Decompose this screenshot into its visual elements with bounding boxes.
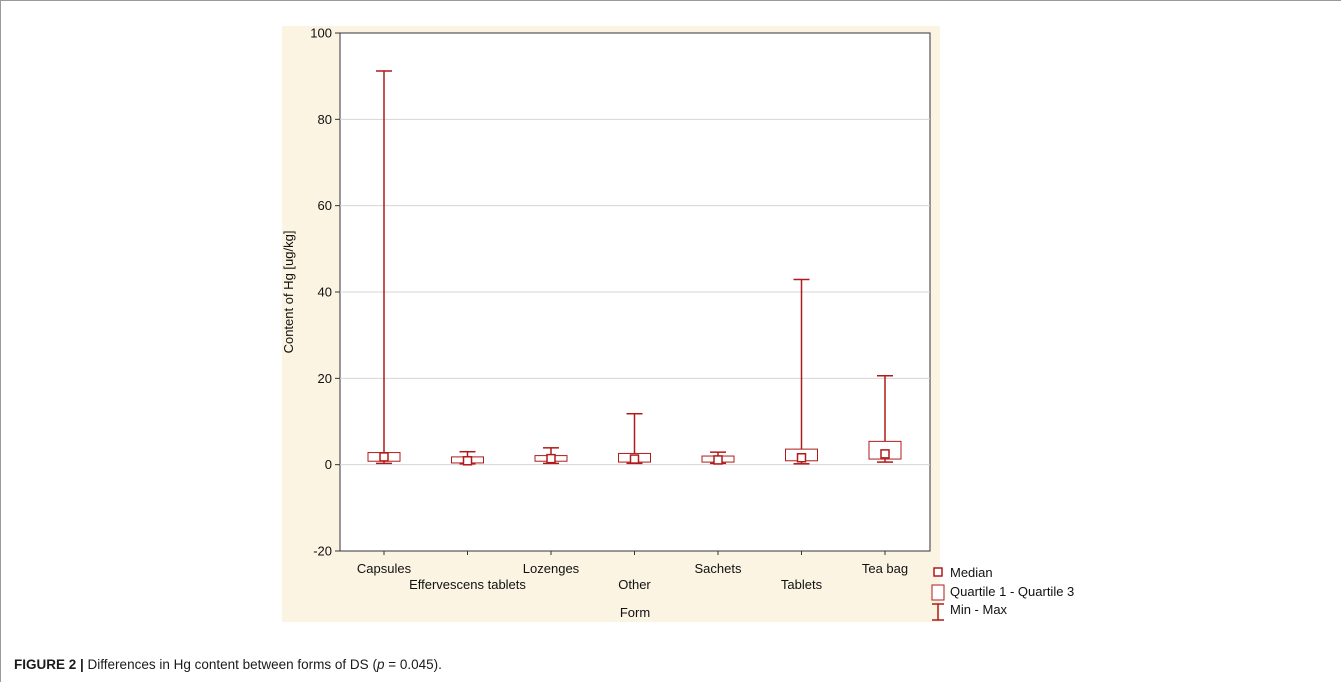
- y-tick-label: 100: [310, 26, 332, 41]
- y-tick-label: 60: [318, 198, 332, 213]
- legend-median-icon: [933, 567, 943, 577]
- median-marker: [629, 454, 640, 464]
- box-group-lozenges: [534, 447, 568, 465]
- x-tick-label: Other: [618, 577, 651, 592]
- caption-text-end: = 0.045).: [384, 657, 442, 672]
- y-axis-label: Content of Hg [ug/kg]: [281, 231, 296, 354]
- median-marker: [796, 453, 807, 463]
- x-tick-label: Capsules: [357, 561, 412, 576]
- x-tick-label: Effervescens tablets: [409, 577, 526, 592]
- y-tick-label: 0: [325, 457, 332, 472]
- y-tick-label: 20: [318, 371, 332, 386]
- x-axis-label: Form: [620, 605, 650, 620]
- x-tick-label: Sachets: [695, 561, 742, 576]
- legend: Median Quartile 1 - Quartile 3 Min - Max: [931, 565, 1074, 621]
- legend-quartile-label: Quartile 1 - Quartile 3: [950, 584, 1074, 599]
- y-tick-label: 80: [318, 112, 332, 127]
- box-group-other: [618, 412, 651, 465]
- y-tick-label: 40: [318, 285, 332, 300]
- box-series: [367, 70, 902, 466]
- median-marker: [379, 452, 389, 462]
- x-tick-label: Tablets: [781, 577, 823, 592]
- box-group-tablets: [785, 278, 818, 465]
- median-marker: [462, 456, 473, 466]
- figure-caption: FIGURE 2 | Differences in Hg content bet…: [14, 657, 442, 672]
- legend-median-label: Median: [950, 565, 993, 580]
- median-marker: [546, 453, 556, 464]
- caption-text-start: Differences in Hg content between forms …: [83, 657, 377, 672]
- median-marker: [880, 449, 890, 459]
- box-group-sachets: [701, 451, 735, 465]
- box-group-tea-bag: [868, 374, 902, 463]
- y-tick-label: -20: [313, 544, 332, 559]
- caption-p-symbol: p: [376, 657, 385, 672]
- median-marker: [713, 455, 723, 465]
- legend-quartile-icon: [931, 584, 945, 601]
- figure-label: FIGURE 2 |: [14, 657, 84, 672]
- grid-lines: [340, 118, 930, 466]
- x-tick-label: Lozenges: [523, 561, 580, 576]
- y-axis-ticks: -20 0 20 40 60 80 100: [310, 26, 340, 559]
- x-tick-label: Tea bag: [862, 561, 908, 576]
- legend-minmax-label: Min - Max: [950, 602, 1008, 617]
- box-group-effervescens-tablets: [451, 450, 484, 466]
- box-group-capsules: [367, 70, 401, 465]
